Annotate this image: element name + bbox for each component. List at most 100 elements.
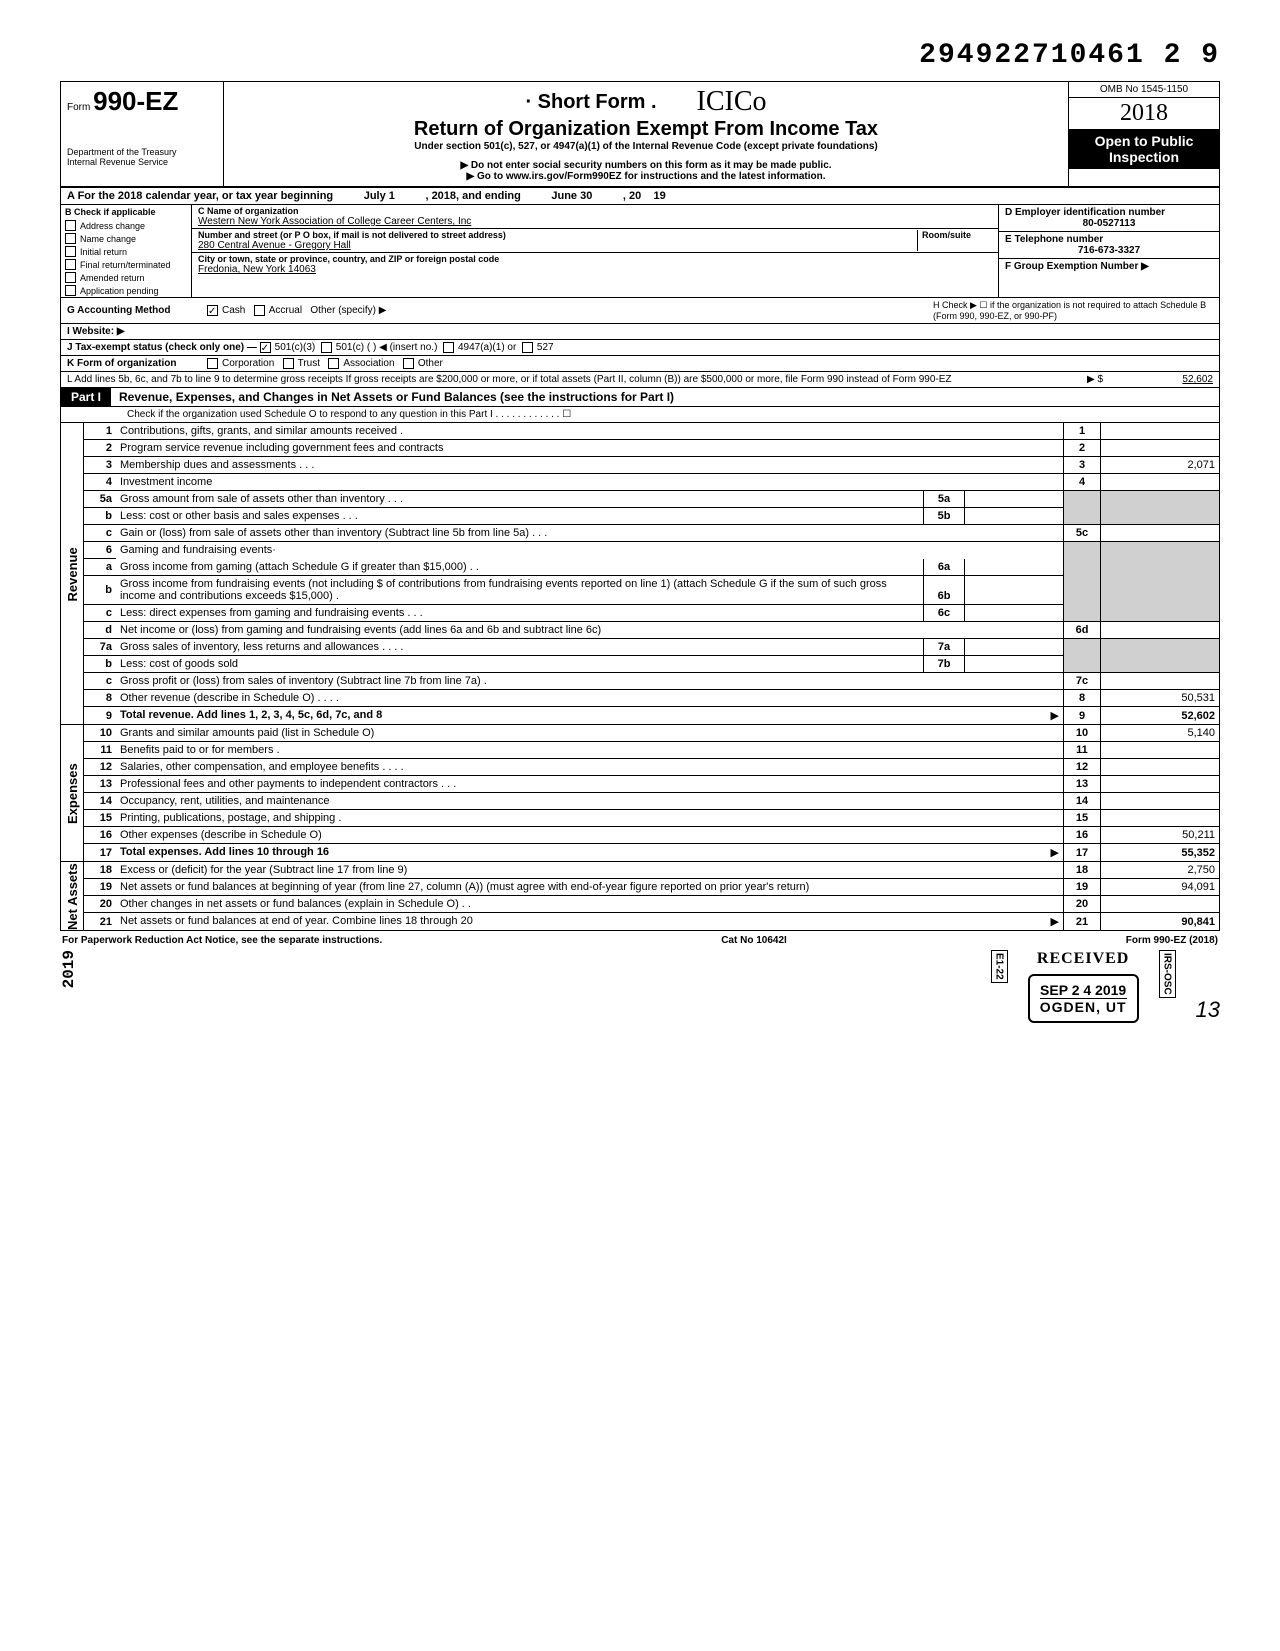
j-opt3: 4947(a)(1) or — [458, 342, 516, 353]
r2-desc: Program service revenue including govern… — [116, 440, 1064, 457]
r15-rn: 15 — [1064, 810, 1101, 827]
dept-label: Department of the Treasury Internal Reve… — [67, 147, 217, 167]
chk-assoc[interactable] — [328, 358, 339, 369]
r16-desc: Other expenses (describe in Schedule O) — [116, 827, 1064, 844]
chk-pending[interactable] — [65, 285, 76, 296]
part1-tag: Part I — [61, 388, 111, 406]
r5a-mb: 5a — [924, 491, 965, 508]
r7c-desc: Gross profit or (loss) from sales of inv… — [116, 673, 1064, 690]
line-l: L Add lines 5b, 6c, and 7b to line 9 to … — [60, 372, 1220, 388]
e-label: E Telephone number — [1005, 234, 1213, 245]
block-bcdef: B Check if applicable Address change Nam… — [60, 205, 1220, 298]
date-stamp: SEP 2 4 2019 OGDEN, UT — [1028, 974, 1139, 1023]
r6-num: 6 — [84, 542, 117, 559]
r15-num: 15 — [84, 810, 117, 827]
r11-desc: Benefits paid to or for members . — [116, 742, 1064, 759]
r17-rv: 55,352 — [1101, 844, 1220, 862]
chk-527[interactable] — [522, 342, 533, 353]
chk-corp[interactable] — [207, 358, 218, 369]
r5c-rn: 5c — [1064, 525, 1101, 542]
r6b-desc: Gross income from fundraising events (no… — [116, 576, 924, 605]
c-value: Western New York Association of College … — [198, 216, 992, 227]
line-a-suffix: , 20 — [623, 190, 641, 202]
k-opt0: Corporation — [222, 358, 274, 369]
k-opt1: Trust — [298, 358, 320, 369]
addr-value: 280 Central Avenue - Gregory Hall — [198, 240, 917, 251]
r3-desc: Membership dues and assessments . . . — [116, 457, 1064, 474]
footer-mid: Cat No 10642I — [721, 935, 787, 946]
r4-num: 4 — [84, 474, 117, 491]
r21-arrow: ▶ — [1051, 915, 1059, 928]
r7a-mv — [965, 639, 1064, 656]
r7b-desc: Less: cost of goods sold — [116, 656, 924, 673]
chk-accrual[interactable] — [254, 305, 265, 316]
r6b-num: b — [84, 576, 117, 605]
form-header: Form 990-EZ Department of the Treasury I… — [60, 81, 1220, 188]
form-number: 990-EZ — [93, 86, 178, 116]
footer-right: Form 990-EZ (2018) — [1126, 935, 1218, 946]
r10-desc: Grants and similar amounts paid (list in… — [116, 725, 1064, 742]
r7-rv-shade — [1101, 639, 1220, 673]
main-table: Revenue 1 Contributions, gifts, grants, … — [60, 423, 1220, 931]
chk-final[interactable] — [65, 259, 76, 270]
chk-name[interactable] — [65, 233, 76, 244]
chk-address[interactable] — [65, 220, 76, 231]
side-expenses: Expenses — [61, 725, 84, 862]
r21-desc: Net assets or fund balances at end of ye… — [116, 913, 1064, 931]
omb-number: OMB No 1545-1150 — [1069, 82, 1219, 98]
r17-desc-text: Total expenses. Add lines 10 through 16 — [120, 846, 329, 858]
r21-num: 21 — [84, 913, 117, 931]
line-a: A For the 2018 calendar year, or tax yea… — [60, 188, 1220, 205]
r6d-rv — [1101, 622, 1220, 639]
r6-rv-shade — [1101, 542, 1220, 622]
r11-rv — [1101, 742, 1220, 759]
r14-num: 14 — [84, 793, 117, 810]
r16-rv: 50,211 — [1101, 827, 1220, 844]
handwritten-mark: ICICo — [697, 86, 767, 118]
stamp-ogden: OGDEN, UT — [1040, 998, 1127, 1015]
chk-501c3[interactable]: ✓ — [260, 342, 271, 353]
chk-amended[interactable] — [65, 272, 76, 283]
chk-trust[interactable] — [283, 358, 294, 369]
side-netassets: Net Assets — [61, 862, 84, 931]
r5c-num: c — [84, 525, 117, 542]
short-form-label: · Short Form . — [525, 91, 656, 114]
r2-rv — [1101, 440, 1220, 457]
line-a-year: 19 — [654, 190, 666, 202]
r6a-num: a — [84, 559, 117, 576]
b-item-1: Name change — [80, 234, 136, 244]
irs-stamp: IRS-OSC — [1159, 950, 1176, 998]
line-a-prefix: A For the 2018 calendar year, or tax yea… — [67, 190, 333, 202]
r5a-mv — [965, 491, 1064, 508]
k-opt3: Other — [418, 358, 443, 369]
r5b-mb: 5b — [924, 508, 965, 525]
addr-label: Number and street (or P O box, if mail i… — [198, 230, 917, 240]
r2-num: 2 — [84, 440, 117, 457]
r19-rv: 94,091 — [1101, 879, 1220, 896]
chk-cash[interactable]: ✓ — [207, 305, 218, 316]
r11-rn: 11 — [1064, 742, 1101, 759]
r7c-rv — [1101, 673, 1220, 690]
chk-other-org[interactable] — [403, 358, 414, 369]
chk-initial[interactable] — [65, 246, 76, 257]
room-label: Room/suite — [922, 230, 971, 240]
e-value: 716-673-3327 — [1005, 245, 1213, 256]
document-id-number: 294922710461 2 9 — [60, 40, 1220, 71]
i-label: I Website: ▶ — [67, 326, 125, 337]
r5a-num: 5a — [84, 491, 117, 508]
part1-check-line: Check if the organization used Schedule … — [60, 407, 1220, 423]
r5a-desc: Gross amount from sale of assets other t… — [116, 491, 924, 508]
b-item-2: Initial return — [80, 247, 127, 257]
r6c-mb: 6c — [924, 605, 965, 622]
r5b-desc: Less: cost or other basis and sales expe… — [116, 508, 924, 525]
r13-desc: Professional fees and other payments to … — [116, 776, 1064, 793]
r8-desc: Other revenue (describe in Schedule O) .… — [116, 690, 1064, 707]
footer-left: For Paperwork Reduction Act Notice, see … — [62, 935, 382, 946]
chk-4947[interactable] — [443, 342, 454, 353]
stamp-date: SEP 2 4 2019 — [1040, 982, 1127, 998]
r19-rn: 19 — [1064, 879, 1101, 896]
line-j: J Tax-exempt status (check only one) — ✓… — [60, 340, 1220, 356]
chk-501c[interactable] — [321, 342, 332, 353]
b-header: B Check if applicable — [61, 205, 191, 219]
r6c-mv — [965, 605, 1064, 622]
